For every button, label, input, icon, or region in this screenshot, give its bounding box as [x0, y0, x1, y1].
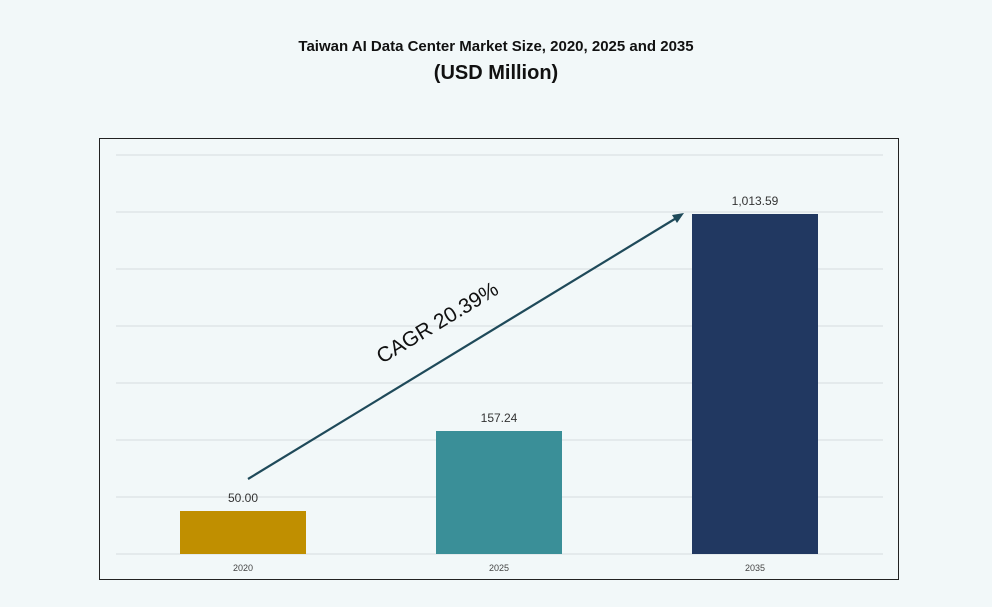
x-tick-label-2020: 2020: [233, 563, 253, 573]
x-tick-label-2035: 2035: [745, 563, 765, 573]
cagr-arrowhead: [672, 213, 684, 223]
chart-title: Taiwan AI Data Center Market Size, 2020,…: [298, 38, 694, 55]
data-label-2035: 1,013.59: [732, 194, 779, 208]
x-tick-label-2025: 2025: [489, 563, 509, 573]
bar-2025: [436, 431, 562, 554]
data-label-2025: 157.24: [481, 411, 518, 425]
bar-2035: [692, 214, 818, 554]
chart-subtitle: (USD Million): [433, 62, 559, 84]
cagr-arrow: [247, 216, 679, 480]
data-label-2020: 50.00: [228, 491, 258, 505]
bar-2020: [180, 511, 306, 554]
